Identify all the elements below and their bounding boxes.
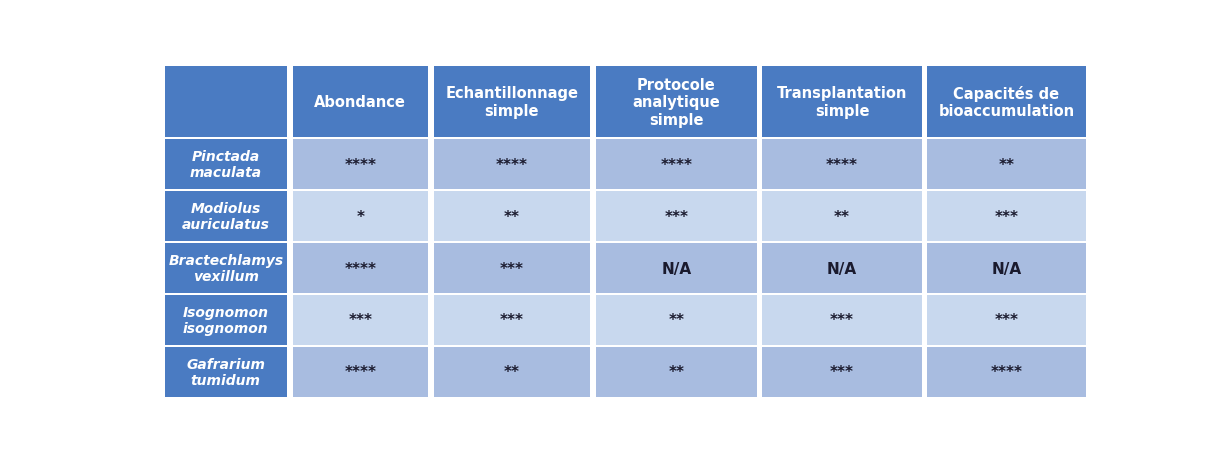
Bar bbox=[433, 244, 590, 293]
Text: ***: *** bbox=[994, 209, 1019, 224]
Text: ***: *** bbox=[664, 209, 688, 224]
Text: **: ** bbox=[504, 364, 520, 380]
Text: Protocole
analytique
simple: Protocole analytique simple bbox=[632, 78, 720, 127]
Bar bbox=[433, 347, 590, 397]
Text: **: ** bbox=[834, 209, 850, 224]
Bar bbox=[762, 296, 921, 345]
Bar bbox=[927, 347, 1086, 397]
Bar bbox=[595, 296, 756, 345]
Text: Bractechlamys
vexillum: Bractechlamys vexillum bbox=[168, 253, 283, 284]
Text: Pinctada
maculata: Pinctada maculata bbox=[190, 150, 262, 180]
Text: ****: **** bbox=[344, 261, 376, 276]
Bar bbox=[927, 140, 1086, 190]
Text: Gafrarium
tumidum: Gafrarium tumidum bbox=[187, 357, 266, 387]
Bar bbox=[927, 296, 1086, 345]
Bar bbox=[927, 192, 1086, 241]
Bar bbox=[762, 192, 921, 241]
Bar bbox=[595, 244, 756, 293]
Text: ***: *** bbox=[500, 261, 523, 276]
Bar bbox=[433, 67, 590, 138]
Text: *: * bbox=[356, 209, 365, 224]
Text: ***: *** bbox=[830, 364, 854, 380]
Bar bbox=[595, 67, 756, 138]
Text: Echantillonnage
simple: Echantillonnage simple bbox=[445, 86, 578, 118]
Bar bbox=[293, 296, 428, 345]
Text: **: ** bbox=[669, 364, 684, 380]
Bar bbox=[165, 296, 287, 345]
Text: N/A: N/A bbox=[992, 261, 1021, 276]
Text: **: ** bbox=[669, 313, 684, 328]
Text: Isognomon
isognomon: Isognomon isognomon bbox=[183, 305, 268, 336]
Text: ****: **** bbox=[660, 157, 692, 173]
Text: ***: *** bbox=[348, 313, 372, 328]
Bar bbox=[595, 347, 756, 397]
Bar bbox=[293, 244, 428, 293]
Text: ****: **** bbox=[495, 157, 528, 173]
Bar bbox=[165, 192, 287, 241]
Bar bbox=[433, 140, 590, 190]
Text: Transplantation
simple: Transplantation simple bbox=[777, 86, 908, 118]
Bar bbox=[762, 347, 921, 397]
Text: N/A: N/A bbox=[661, 261, 692, 276]
Text: ***: *** bbox=[500, 313, 523, 328]
Text: ***: *** bbox=[994, 313, 1019, 328]
Bar bbox=[165, 67, 287, 138]
Bar bbox=[165, 347, 287, 397]
Bar bbox=[927, 67, 1086, 138]
Text: **: ** bbox=[998, 157, 1015, 173]
Bar bbox=[433, 296, 590, 345]
Bar bbox=[762, 140, 921, 190]
Bar bbox=[293, 347, 428, 397]
Bar bbox=[293, 140, 428, 190]
Text: Abondance: Abondance bbox=[315, 95, 406, 110]
Text: Modiolus
auriculatus: Modiolus auriculatus bbox=[182, 202, 270, 232]
Bar bbox=[595, 140, 756, 190]
Bar bbox=[165, 244, 287, 293]
Text: ****: **** bbox=[344, 157, 376, 173]
Text: ****: **** bbox=[826, 157, 858, 173]
Bar bbox=[165, 140, 287, 190]
Bar bbox=[293, 67, 428, 138]
Bar bbox=[595, 192, 756, 241]
Bar bbox=[293, 192, 428, 241]
Text: ****: **** bbox=[344, 364, 376, 380]
Text: N/A: N/A bbox=[827, 261, 858, 276]
Text: ****: **** bbox=[991, 364, 1022, 380]
Bar bbox=[762, 244, 921, 293]
Bar bbox=[927, 244, 1086, 293]
Text: ***: *** bbox=[830, 313, 854, 328]
Bar bbox=[762, 67, 921, 138]
Text: **: ** bbox=[504, 209, 520, 224]
Bar bbox=[433, 192, 590, 241]
Text: Capacités de
bioaccumulation: Capacités de bioaccumulation bbox=[938, 86, 1075, 119]
